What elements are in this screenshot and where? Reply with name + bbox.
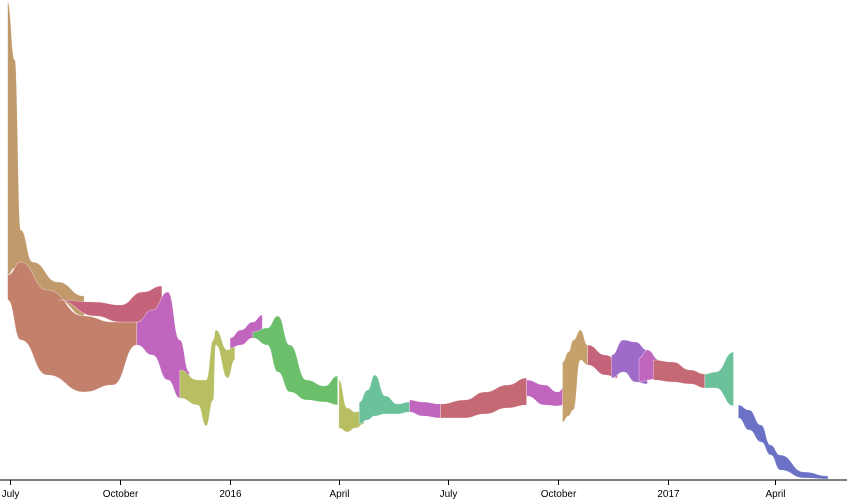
- stream-band-17: [653, 359, 706, 389]
- stream-band-2: [7, 261, 138, 393]
- stream-bands: [7, 1, 829, 480]
- stream-band-10: [409, 399, 441, 419]
- stream-band-15: [611, 339, 648, 385]
- stream-band-12: [526, 379, 567, 407]
- x-tick-label-6: October: [541, 489, 577, 500]
- stream-band-11: [440, 377, 527, 419]
- stream-band-8: [338, 379, 365, 433]
- x-tick-label-4: April: [329, 489, 349, 500]
- stream-band-7: [252, 315, 338, 406]
- x-tick-label-7: 2017: [657, 489, 680, 500]
- x-tick-label-5: July: [440, 489, 458, 500]
- x-axis: July October 2016 April July October 2017 April: [0, 479, 847, 500]
- x-tick-label-8: April: [765, 489, 785, 500]
- stream-band-9: [358, 374, 410, 425]
- x-tick-label-2: October: [103, 489, 139, 500]
- stream-band-18: [704, 351, 734, 407]
- stream-band-5: [179, 329, 236, 427]
- stream-band-14: [587, 344, 618, 379]
- x-tick-label-1: July: [2, 489, 20, 500]
- stream-band-13: [562, 329, 588, 423]
- x-tick-label-3: 2016: [219, 489, 242, 500]
- stream-band-19: [738, 404, 829, 480]
